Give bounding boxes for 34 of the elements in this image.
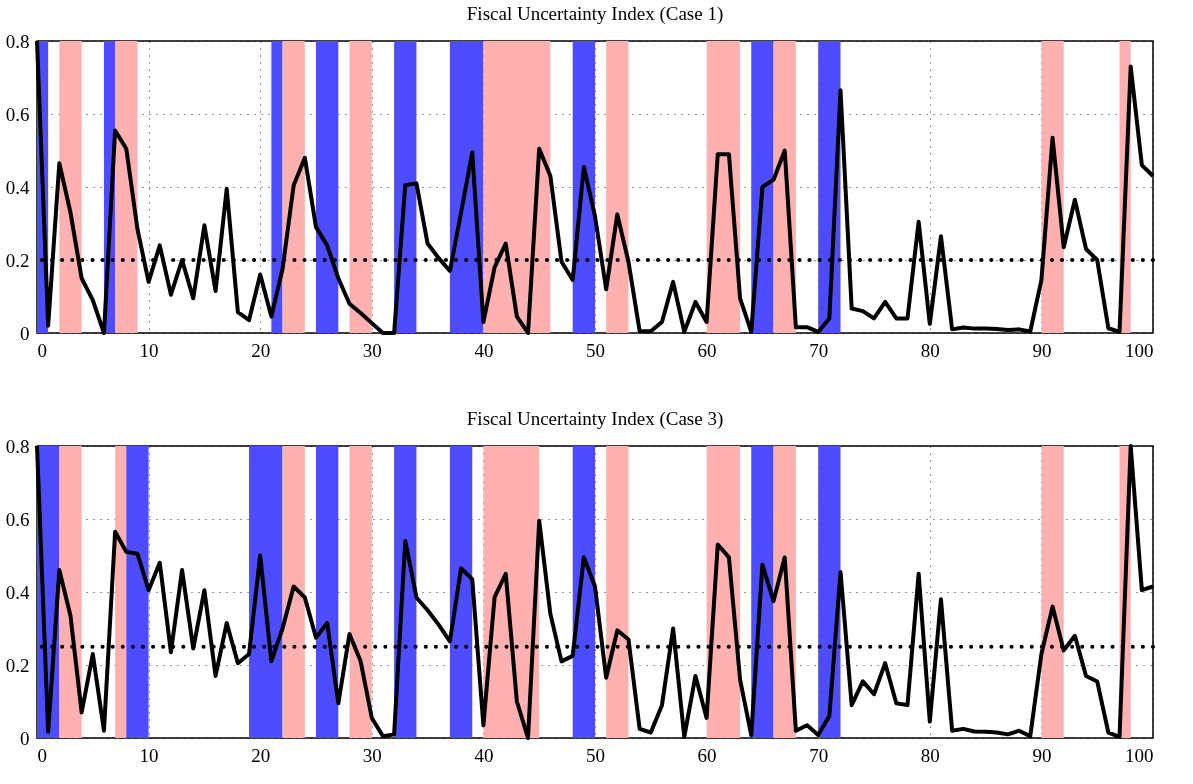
y-tick-label: 0.4 (5, 581, 30, 603)
x-tick-label: 40 (474, 339, 494, 361)
x-tick-label: 80 (920, 744, 940, 766)
x-tick-label: 20 (251, 744, 271, 766)
x-tick-label: 90 (1032, 339, 1052, 361)
x-tick-label: 70 (809, 339, 829, 361)
chart-title: Fiscal Uncertainty Index (Case 1) (466, 3, 724, 25)
x-tick-label: 30 (362, 339, 382, 361)
y-tick-label: 0 (20, 322, 30, 344)
x-tick-label: 100 (1125, 744, 1154, 766)
x-tick-label: 80 (920, 339, 940, 361)
x-tick-label: 60 (697, 744, 717, 766)
x-tick-label: 50 (586, 744, 605, 766)
y-tick-label: 0.6 (5, 508, 30, 530)
x-tick-label: 0 (37, 744, 47, 766)
x-tick-label: 10 (139, 744, 159, 766)
x-tick-label: 0 (37, 339, 47, 361)
y-tick-label: 0 (20, 727, 30, 749)
x-tick-label: 90 (1032, 744, 1052, 766)
y-tick-label: 0.2 (5, 249, 30, 271)
x-tick-label: 60 (697, 339, 717, 361)
chart-title: Fiscal Uncertainty Index (Case 3) (466, 408, 724, 430)
y-tick-label: 0.6 (5, 103, 30, 125)
x-tick-label: 100 (1125, 339, 1154, 361)
y-tick-label: 0.8 (5, 30, 30, 52)
x-tick-label: 50 (586, 339, 605, 361)
x-tick-label: 40 (474, 744, 494, 766)
x-tick-label: 30 (362, 744, 382, 766)
y-tick-label: 0.2 (5, 654, 30, 676)
x-tick-label: 70 (809, 744, 829, 766)
x-tick-label: 10 (139, 339, 159, 361)
y-tick-label: 0.8 (5, 435, 30, 457)
y-tick-label: 0.4 (5, 176, 30, 198)
x-tick-label: 20 (251, 339, 271, 361)
